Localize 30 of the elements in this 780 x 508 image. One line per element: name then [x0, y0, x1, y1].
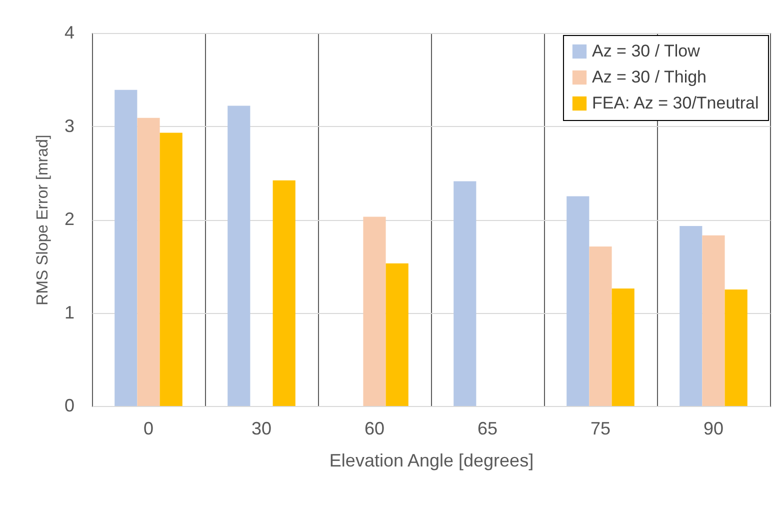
legend-label: Az = 30 / Thigh	[592, 68, 707, 86]
bar	[612, 288, 634, 406]
y-tick-label: 4	[64, 22, 74, 42]
bar	[363, 216, 386, 406]
bar	[272, 180, 296, 406]
bar	[160, 132, 182, 406]
y-tick-label: 2	[64, 209, 74, 229]
bar	[137, 118, 160, 406]
x-tick-label: 0	[143, 418, 154, 438]
y-tick-label: 0	[64, 396, 74, 416]
bar	[589, 246, 612, 406]
x-tick-label: 30	[251, 418, 272, 438]
x-axis-title: Elevation Angle [degrees]	[329, 450, 534, 470]
bar	[724, 289, 748, 406]
bar	[228, 106, 250, 406]
x-tick-label: 75	[590, 418, 611, 438]
bar	[386, 263, 408, 406]
bar	[680, 226, 702, 406]
legend-label: Az = 30 / Tlow	[592, 42, 701, 60]
legend-label: FEA: Az = 30/Tneutral	[592, 94, 759, 112]
y-tick-label: 3	[64, 116, 74, 136]
bar	[114, 90, 138, 406]
x-tick-label: 90	[703, 418, 724, 438]
bar	[566, 196, 590, 406]
bar	[702, 235, 725, 406]
x-tick-label: 60	[364, 418, 385, 438]
y-axis-title: RMS Slope Error [mrad]	[34, 134, 52, 306]
x-tick-label: 65	[477, 418, 498, 438]
y-tick-label: 1	[64, 302, 74, 322]
bar	[454, 181, 476, 406]
